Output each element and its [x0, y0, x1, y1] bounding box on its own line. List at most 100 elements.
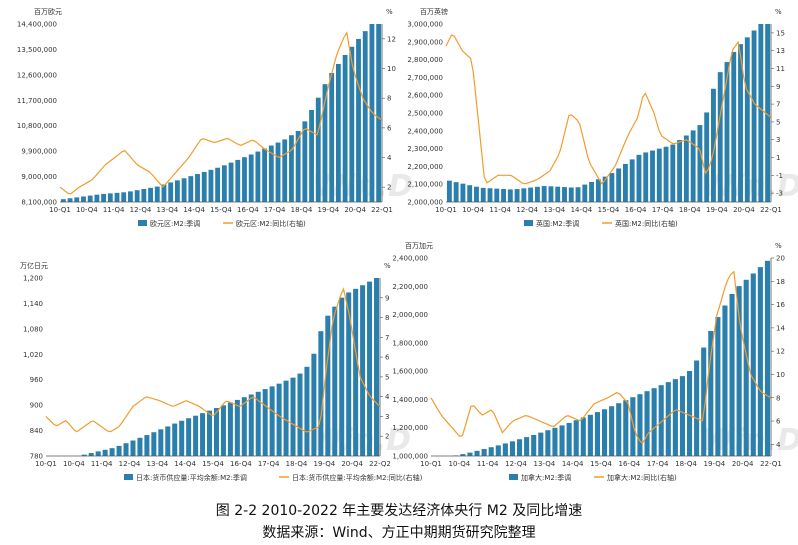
m2-bar [750, 273, 756, 456]
m2-bar [174, 180, 180, 202]
m2-bar [248, 394, 254, 456]
m2-bar [81, 196, 86, 202]
m2-bar [269, 386, 275, 456]
y2-tick-label: 8 [385, 314, 389, 322]
x-tick-label: 10-Q1 [49, 206, 71, 214]
x-tick-label: 18-Q4 [286, 460, 308, 468]
m2-bar [637, 394, 643, 456]
x-tick-label: 19-Q4 [704, 460, 726, 468]
y2-tick-label: 5 [776, 118, 780, 126]
m2-bar [248, 154, 254, 202]
m2-bar [683, 135, 689, 202]
m2-bar [751, 30, 757, 203]
m2-bar [524, 437, 530, 456]
x-tick-label: 10-Q4 [449, 460, 471, 468]
m2-bar [595, 179, 601, 202]
m2-bar [297, 373, 303, 456]
x-tick-label: 10-Q1 [435, 206, 457, 214]
yoy-line [45, 287, 381, 433]
m2-bar [311, 353, 317, 456]
m2-bar [332, 306, 338, 456]
m2-bar [369, 24, 375, 202]
m2-bar [545, 430, 551, 456]
m2-bar [95, 451, 101, 456]
y2-tick-label: 11 [776, 65, 785, 73]
m2-bar [221, 165, 227, 202]
y2-tick-label: 4 [385, 393, 390, 401]
m2-bar [262, 389, 268, 456]
y-tick-label: 10,800,000 [17, 122, 57, 130]
m2-bar [722, 305, 728, 456]
charts-figure: Win.D 百万欧元 % 8,100,000 9,000,000 9,900,000 10,… [17, 7, 798, 482]
m2-bar [630, 397, 636, 456]
y2-tick-label: 1 [776, 154, 780, 162]
m2-bar [715, 317, 721, 456]
y-tick-label: 14,400,000 [17, 21, 57, 29]
m2-bar [601, 409, 608, 456]
m2-bar [228, 162, 234, 202]
m2-bar [262, 148, 268, 202]
y2-tick-label: 7 [385, 334, 389, 342]
legend-line-label: 欧元区:M2:同比(右轴) [236, 219, 306, 228]
x-tick-label: 12-Q4 [119, 460, 141, 468]
x-tick-label: 12-Q4 [505, 460, 527, 468]
m2-bar [487, 188, 493, 202]
y-tick-label: 8,100,000 [21, 199, 57, 207]
m2-bar [738, 44, 743, 202]
y2-tick-label: 3 [776, 136, 780, 144]
m2-bar [81, 454, 87, 456]
y-tick-label: 11,700,000 [17, 97, 57, 105]
y-tick-label: 2,100,000 [407, 181, 443, 189]
x-tick-label: 14-Q4 [562, 460, 584, 468]
m2-bar [467, 452, 473, 456]
y2-tick-label: 9 [776, 83, 780, 91]
y2-tick-label: 4 [776, 441, 781, 449]
m2-bar [488, 447, 494, 456]
m2-bar [74, 197, 80, 202]
m2-bar [711, 88, 716, 202]
m2-bar [154, 186, 160, 202]
y2-tick-label: 3 [385, 413, 389, 421]
m2-bar [255, 391, 261, 456]
m2-bar [568, 187, 574, 202]
y-tick-label: 1,020 [23, 351, 43, 359]
m2-bar [201, 171, 207, 202]
m2-bar [708, 331, 714, 456]
y-tick-label: 2,600,000 [407, 92, 443, 100]
y-tick-label: 2,700,000 [407, 74, 443, 82]
m2-bar [374, 278, 380, 456]
m2-bar [453, 182, 459, 202]
m2-bar [188, 176, 194, 202]
m2-bar [575, 187, 581, 202]
m2-bar [765, 24, 771, 202]
y-tick-label: 2,500,000 [407, 110, 443, 118]
m2-bar [114, 192, 120, 202]
x-tick-label: 13-Q4 [534, 460, 556, 468]
x-tick-label: 19-Q4 [706, 206, 728, 214]
m2-bar [677, 140, 683, 202]
x-tick-label: 13-Q4 [157, 206, 179, 214]
m2-bar [481, 449, 487, 456]
y2-tick-label: 14 [776, 324, 785, 332]
y2-tick-label: 5 [385, 373, 389, 381]
y2-tick-label: 2 [385, 433, 389, 441]
x-tick-label: 18-Q4 [679, 206, 701, 214]
m2-bar [88, 453, 94, 456]
m2-bar [446, 180, 452, 202]
x-tick-label: 15-Q4 [202, 460, 224, 468]
y2-tick-label: 10 [776, 371, 785, 379]
legend-bar-label: 欧元区:M2:季调 [150, 219, 200, 228]
m2-bar [701, 347, 707, 456]
m2-bar [207, 410, 213, 456]
left-axis-unit: 百万欧元 [34, 7, 62, 16]
y-tick-label: 9,900,000 [21, 148, 57, 156]
legend-line-label: 加拿大:M2:同比(右轴) [607, 473, 677, 482]
m2-bar [102, 449, 108, 456]
y-tick-label: 13,500,000 [17, 46, 57, 54]
y2-tick-label: 6 [385, 354, 390, 362]
x-tick-label: 15-Q4 [210, 206, 232, 214]
m2-bar [290, 377, 296, 456]
m2-bar [616, 403, 622, 456]
y2-tick-label: 6 [776, 418, 781, 426]
figure-caption: 图 2-2 2010-2022 年主要发达经济体央行 M2 及同比增速 [215, 503, 583, 519]
